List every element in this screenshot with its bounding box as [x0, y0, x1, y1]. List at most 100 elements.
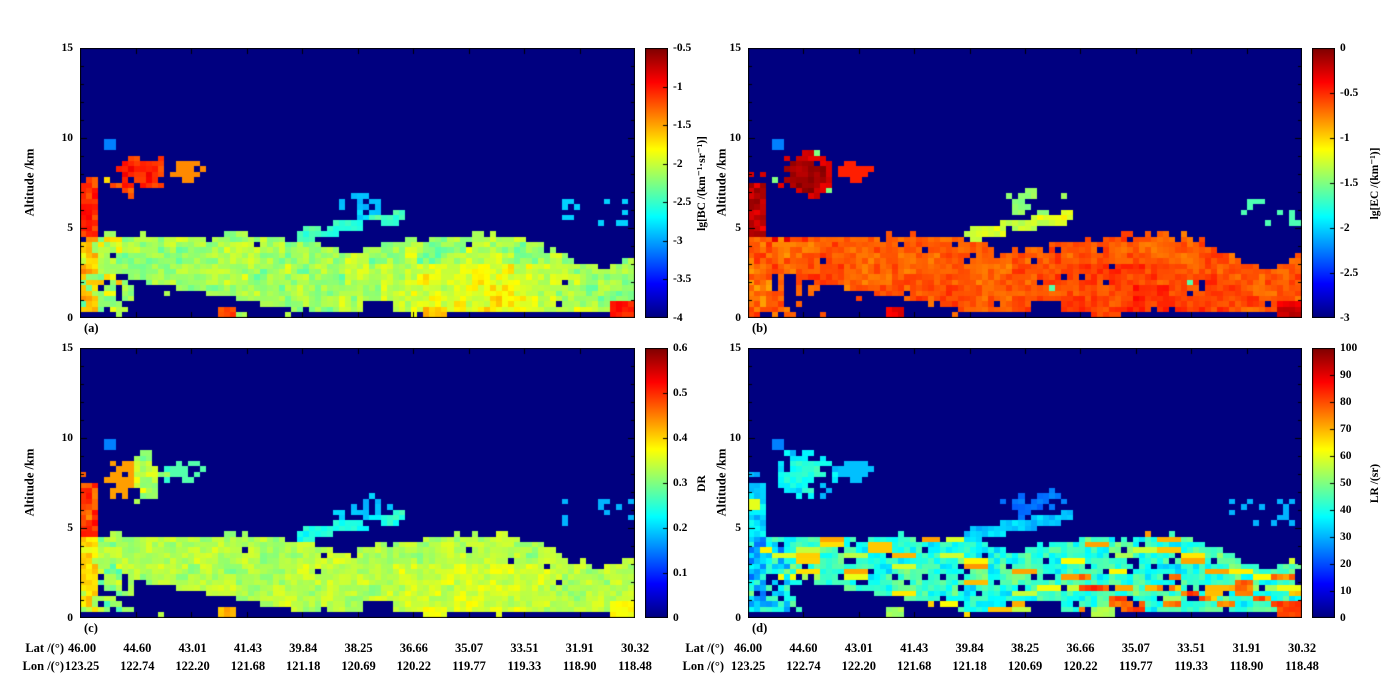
- lon-value-1-8: 119.33: [1174, 659, 1209, 673]
- cbar-tick-d-90: 90: [1340, 369, 1352, 381]
- colorbar-d: [1312, 348, 1335, 618]
- cbar-tick-a--2.5: -2.5: [673, 196, 692, 209]
- cbar-tick-b--3: -3: [1340, 312, 1350, 324]
- lon-value-1-3: 121.68: [897, 659, 932, 673]
- lat-value-1-1: 44.60: [789, 641, 818, 655]
- lat-value-0-9: 31.91: [565, 641, 594, 655]
- y-tick-b-10: 10: [729, 132, 742, 144]
- cbar-tick-c-0.2: 0.2: [673, 522, 688, 534]
- cbar-tick-a--4: -4: [673, 312, 683, 324]
- lat-value-1-2: 43.01: [844, 641, 873, 655]
- y-tick-b-0: 0: [735, 312, 741, 324]
- cbar-tick-c-0: 0: [673, 612, 679, 624]
- cbar-tick-a--2: -2: [673, 157, 683, 170]
- y-tick-b-5: 5: [735, 222, 741, 234]
- lon-value-0-9: 118.90: [562, 659, 597, 673]
- cbar-tick-d-80: 80: [1340, 396, 1352, 408]
- lon-value-0-6: 120.22: [396, 659, 431, 673]
- heatmap-panel-b: [748, 48, 1302, 318]
- lat-value-0-8: 33.51: [510, 641, 539, 655]
- lat-value-1-3: 41.43: [900, 641, 929, 655]
- cbar-tick-b--2: -2: [1340, 222, 1350, 234]
- lat-value-1-8: 33.51: [1177, 641, 1206, 655]
- lon-axis-header-1: Lon /(°): [682, 659, 724, 673]
- lon-value-1-2: 122.20: [841, 659, 876, 673]
- lat-value-1-6: 36.66: [1066, 641, 1095, 655]
- cbar-tick-d-0: 0: [1340, 612, 1346, 624]
- lat-axis-header-1: Lat /(°): [685, 641, 724, 655]
- y-tick-c-15: 15: [61, 342, 74, 354]
- panel-letter-d: (d): [752, 621, 768, 635]
- panel-letter-a: (a): [84, 321, 99, 335]
- lat-value-0-4: 39.84: [289, 641, 318, 655]
- y-tick-c-0: 0: [67, 612, 73, 624]
- lon-value-0-10: 118.48: [618, 659, 652, 673]
- panel-letter-c: (c): [84, 621, 98, 635]
- lon-value-1-5: 120.69: [1007, 659, 1043, 673]
- y-axis-title-b: Altitude /km: [714, 148, 729, 217]
- y-tick-d-0: 0: [735, 612, 741, 624]
- lon-value-1-1: 122.74: [786, 659, 821, 673]
- lat-value-0-5: 38.25: [344, 641, 373, 655]
- lon-value-0-7: 119.77: [452, 659, 486, 673]
- cbar-tick-c-0.1: 0.1: [673, 567, 688, 579]
- cbar-tick-b--1: -1: [1340, 132, 1350, 144]
- lat-value-0-3: 41.43: [233, 641, 262, 655]
- y-tick-d-10: 10: [729, 432, 742, 444]
- colorbar-c: [645, 348, 668, 618]
- lat-value-0-7: 35.07: [455, 641, 484, 655]
- y-tick-a-5: 5: [67, 222, 73, 234]
- heatmap-panel-a: [80, 48, 635, 318]
- y-tick-a-15: 15: [61, 42, 74, 54]
- y-axis-title-c: Altitude /km: [22, 448, 37, 517]
- cbar-tick-d-10: 10: [1340, 585, 1352, 597]
- cbar-tick-a--1.5: -1.5: [673, 119, 692, 132]
- lat-value-1-0: 46.00: [733, 641, 763, 655]
- lat-value-0-10: 30.32: [620, 641, 650, 655]
- lat-value-0-1: 44.60: [123, 641, 152, 655]
- cbar-tick-a--1: -1: [673, 80, 683, 93]
- y-tick-a-0: 0: [67, 312, 73, 324]
- lon-value-1-4: 121.18: [952, 659, 987, 673]
- lon-value-0-8: 119.33: [507, 659, 542, 673]
- cbar-tick-a--0.5: -0.5: [673, 42, 692, 54]
- lon-value-1-10: 118.48: [1285, 659, 1319, 673]
- heatmap-panel-c: [80, 348, 635, 618]
- colorbar-b: [1312, 48, 1335, 318]
- lon-value-0-4: 121.18: [286, 659, 321, 673]
- cbar-tick-b--1.5: -1.5: [1340, 177, 1359, 189]
- cbar-tick-d-20: 20: [1340, 558, 1352, 570]
- lat-value-0-0: 46.00: [67, 641, 97, 655]
- cbar-tick-d-60: 60: [1340, 450, 1352, 462]
- lat-value-1-10: 30.32: [1287, 641, 1317, 655]
- cbar-tick-c-0.4: 0.4: [673, 432, 688, 444]
- y-tick-d-15: 15: [729, 342, 742, 354]
- cbar-tick-c-0.6: 0.6: [673, 342, 688, 354]
- lon-axis-header-0: Lon /(°): [22, 659, 64, 673]
- cbar-tick-d-40: 40: [1340, 504, 1352, 516]
- lon-value-0-5: 120.69: [341, 659, 376, 673]
- lat-value-0-2: 43.01: [178, 641, 207, 655]
- lat-value-1-9: 31.91: [1232, 641, 1261, 655]
- heatmap-panel-d: [748, 348, 1302, 618]
- panel-letter-b: (b): [752, 321, 768, 335]
- lon-value-0-3: 121.68: [230, 659, 266, 673]
- lon-value-0-2: 122.20: [175, 659, 210, 673]
- y-axis-title-d: Altitude /km: [714, 448, 729, 517]
- y-tick-b-15: 15: [729, 42, 742, 54]
- cbar-tick-d-50: 50: [1340, 477, 1352, 489]
- colorbar-a: [645, 48, 668, 318]
- cbar-tick-b--0.5: -0.5: [1340, 87, 1359, 99]
- lon-value-1-0: 123.25: [730, 659, 766, 673]
- cbar-tick-d-30: 30: [1340, 531, 1352, 543]
- lat-value-1-5: 38.25: [1010, 641, 1040, 655]
- lon-value-0-0: 123.25: [64, 659, 100, 673]
- lon-value-1-9: 118.90: [1229, 659, 1264, 673]
- y-tick-d-5: 5: [735, 522, 741, 534]
- cbar-tick-a--3: -3: [673, 234, 683, 247]
- lat-value-1-7: 35.07: [1121, 641, 1150, 655]
- lat-value-0-6: 36.66: [399, 641, 428, 655]
- lat-axis-header-0: Lat /(°): [25, 641, 64, 655]
- lat-value-1-4: 39.84: [955, 641, 984, 655]
